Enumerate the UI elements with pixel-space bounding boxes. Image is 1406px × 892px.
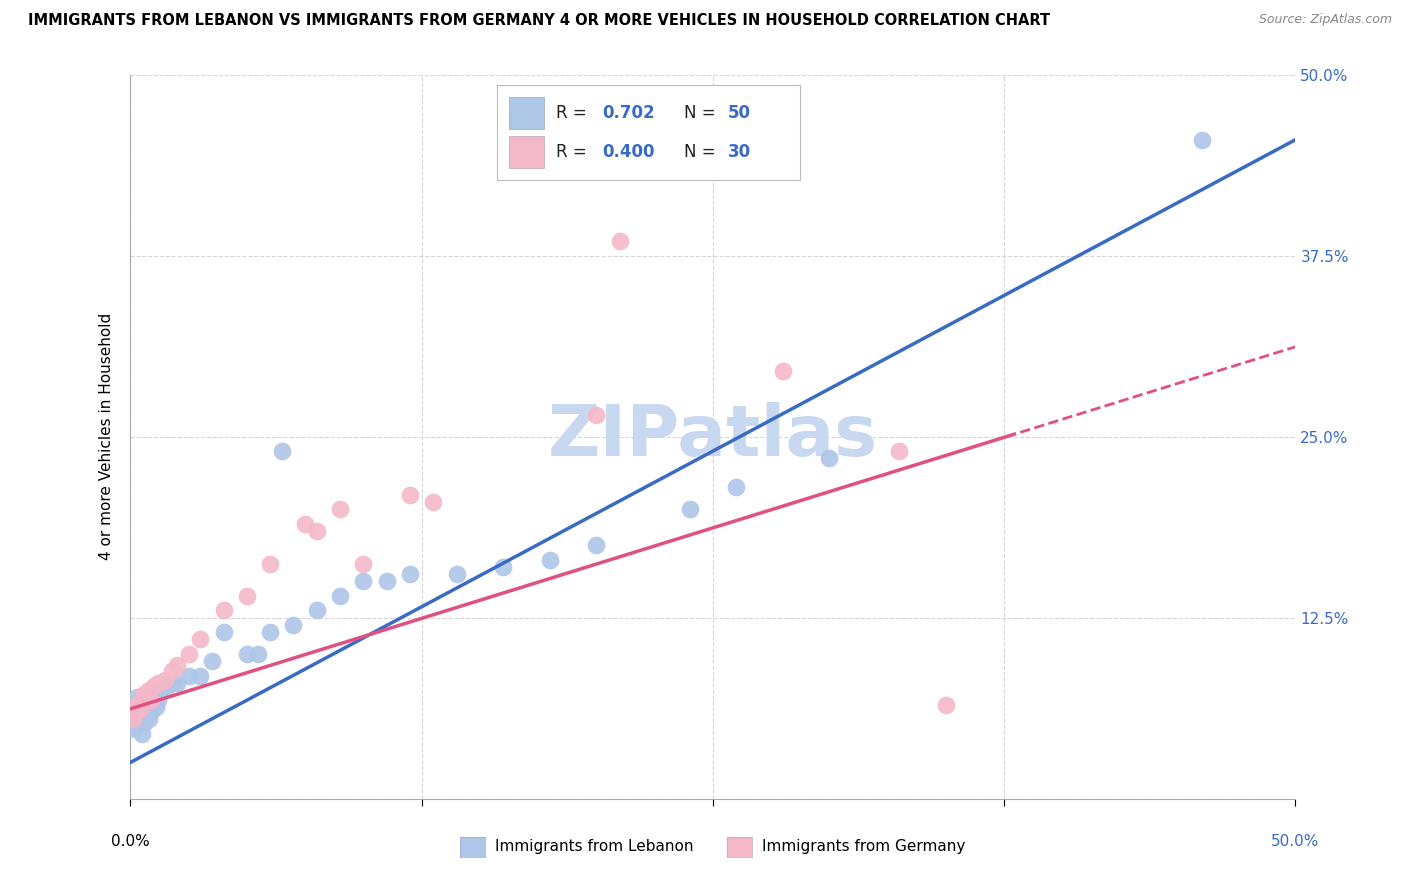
Point	[212, 625, 235, 640]
Point	[162, 676, 184, 690]
Bar	[509, 136, 544, 169]
Text: 0.702: 0.702	[602, 103, 655, 122]
Bar	[509, 96, 544, 129]
Point	[446, 567, 468, 582]
Point	[138, 698, 160, 712]
Point	[131, 726, 153, 740]
Point	[236, 589, 259, 603]
Text: 0.400: 0.400	[602, 143, 655, 161]
Point	[134, 698, 156, 712]
Point	[329, 589, 352, 603]
Text: 50: 50	[728, 103, 751, 122]
Point	[142, 687, 165, 701]
Text: Immigrants from Lebanon: Immigrants from Lebanon	[495, 839, 693, 855]
Point	[145, 700, 167, 714]
Point	[609, 234, 631, 248]
Text: N =: N =	[683, 103, 721, 122]
Point	[127, 690, 149, 705]
Point	[236, 647, 259, 661]
Text: 0.0%: 0.0%	[111, 834, 149, 849]
Point	[329, 502, 352, 516]
Point	[422, 495, 444, 509]
Point	[135, 690, 157, 705]
Point	[131, 707, 153, 722]
Point	[124, 698, 146, 712]
Point	[134, 687, 156, 701]
Point	[138, 712, 160, 726]
Point	[124, 707, 146, 722]
Point	[935, 698, 957, 712]
Point	[294, 516, 316, 531]
Text: IMMIGRANTS FROM LEBANON VS IMMIGRANTS FROM GERMANY 4 OR MORE VEHICLES IN HOUSEHO: IMMIGRANTS FROM LEBANON VS IMMIGRANTS FR…	[28, 13, 1050, 29]
Point	[148, 693, 170, 707]
Point	[121, 712, 143, 726]
Point	[725, 480, 748, 494]
Point	[155, 673, 177, 687]
Point	[259, 557, 281, 571]
Point	[772, 364, 794, 378]
Point	[352, 574, 374, 589]
FancyBboxPatch shape	[498, 86, 800, 179]
Point	[131, 693, 153, 707]
Point	[247, 647, 270, 661]
Point	[124, 705, 146, 719]
Text: Immigrants from Germany: Immigrants from Germany	[762, 839, 966, 855]
Point	[131, 693, 153, 707]
Point	[177, 647, 200, 661]
Point	[148, 676, 170, 690]
Point	[141, 705, 163, 719]
Point	[678, 502, 700, 516]
Point	[124, 722, 146, 736]
Point	[1191, 133, 1213, 147]
Point	[201, 654, 224, 668]
Point	[149, 683, 172, 698]
Point	[375, 574, 398, 589]
Point	[166, 658, 188, 673]
Point	[141, 693, 163, 707]
Point	[305, 524, 328, 538]
Point	[128, 702, 150, 716]
Point	[492, 560, 515, 574]
Point	[283, 618, 305, 632]
Point	[585, 538, 607, 552]
Point	[352, 557, 374, 571]
Point	[162, 665, 184, 679]
Point	[138, 683, 160, 698]
Point	[399, 487, 422, 501]
Text: R =: R =	[555, 143, 592, 161]
Point	[818, 451, 841, 466]
Text: 50.0%: 50.0%	[1271, 834, 1320, 849]
Point	[142, 679, 165, 693]
Point	[121, 712, 143, 726]
Point	[128, 712, 150, 726]
Point	[135, 690, 157, 705]
Point	[212, 603, 235, 617]
Point	[127, 716, 149, 731]
Point	[127, 705, 149, 719]
Point	[399, 567, 422, 582]
Point	[259, 625, 281, 640]
Text: R =: R =	[555, 103, 592, 122]
Point	[166, 676, 188, 690]
Point	[889, 444, 911, 458]
Text: N =: N =	[683, 143, 721, 161]
Point	[270, 444, 292, 458]
Point	[155, 683, 177, 698]
Point	[585, 408, 607, 422]
Point	[188, 668, 211, 682]
Text: Source: ZipAtlas.com: Source: ZipAtlas.com	[1258, 13, 1392, 27]
Point	[128, 693, 150, 707]
Point	[134, 716, 156, 731]
Point	[135, 707, 157, 722]
Point	[538, 552, 561, 566]
Point	[188, 632, 211, 647]
Point	[305, 603, 328, 617]
Point	[177, 668, 200, 682]
Point	[121, 719, 143, 733]
Text: 30: 30	[728, 143, 751, 161]
Y-axis label: 4 or more Vehicles in Household: 4 or more Vehicles in Household	[100, 313, 114, 560]
Point	[127, 698, 149, 712]
Point	[142, 698, 165, 712]
Text: ZIPatlas: ZIPatlas	[548, 402, 877, 471]
